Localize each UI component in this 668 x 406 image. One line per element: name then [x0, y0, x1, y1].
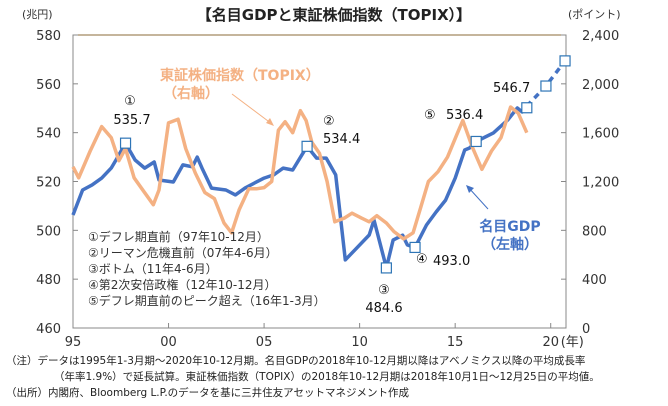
gdp-series-label: 名目GDP: [479, 218, 540, 235]
x-axis-tick-label: 05: [256, 335, 273, 350]
left-axis-tick-label: 460: [36, 322, 61, 337]
x-axis-tick-label: 10: [351, 335, 368, 350]
topix-series-axis-label: （右軸）: [163, 85, 219, 102]
gdp-pointer-arrowhead: [466, 185, 474, 193]
right-axis-tick-label: 0: [582, 322, 590, 337]
footnotes: （注）データは1995年1-3月期～2020年10-12月期。名目GDPの201…: [6, 353, 600, 401]
gdp-line: [71, 104, 529, 270]
annotation-value-2: 534.4: [323, 132, 360, 147]
annotation-marker-3: ③: [378, 283, 390, 298]
chart: 【名目GDPと東証株価指数（TOPIX）】 (兆円) (ポイント) 460 480…: [22, 6, 621, 350]
left-axis-unit: (兆円): [22, 8, 53, 21]
gdp-label-pointer: [467, 186, 489, 210]
annotation-value-projection: 546.7: [493, 81, 530, 96]
legend-note-item: ③ボトム（11年4-6月）: [88, 262, 218, 276]
right-axis-tick-label: 2,000: [582, 78, 619, 93]
left-axis-tick-label: 560: [36, 78, 61, 93]
data-marker: [119, 137, 132, 149]
annotation-marker-4: ④: [416, 252, 428, 267]
data-marker: [559, 55, 571, 67]
annotation-marker-5: ⑤: [424, 108, 436, 123]
right-axis-tick-label: 400: [582, 273, 607, 288]
right-axis-tick-label: 2,400: [582, 29, 619, 44]
annotation-value-4: 493.0: [433, 254, 470, 269]
x-axis-tick-label: 15: [447, 335, 464, 350]
right-axis-tick-label: 800: [582, 224, 607, 239]
left-axis-tick-label: 520: [36, 176, 61, 191]
right-axis-tick-label: 1,600: [582, 127, 619, 142]
data-marker: [301, 140, 313, 152]
x-axis-tick-label: 95: [65, 335, 82, 350]
note-line-2: （年率1.9%）で延長試算。東証株価指数（TOPIX）の2018年10-12月期…: [54, 371, 600, 383]
topix-label-pointer: [231, 93, 273, 125]
note-line-1: （注）データは1995年1-3月期～2020年10-12月期。名目GDPの201…: [6, 355, 586, 367]
topix-series-label: 東証株価指数（TOPIX）: [160, 67, 320, 84]
topix-line: [71, 105, 529, 241]
x-axis-unit: (年): [561, 335, 584, 350]
x-axis-tick-label: 20: [542, 335, 559, 350]
legend-note-item: ②リーマン危機直前（07年4-6月）: [88, 245, 278, 260]
source-line: （出所）内閣府、Bloomberg L.P.のデータを基に三井住友アセットマネジ…: [6, 387, 409, 399]
data-marker: [521, 102, 533, 114]
annotation-marker-1: ①: [124, 94, 136, 109]
right-axis-tick-label: 1,200: [582, 176, 619, 191]
x-axis-tick-label: 00: [160, 335, 177, 350]
data-marker: [470, 135, 482, 148]
right-axis-unit: (ポイント): [568, 8, 621, 21]
chart-title: 【名目GDPと東証株価指数（TOPIX）】: [197, 6, 471, 24]
data-marker: [409, 241, 421, 254]
left-axis-tick-label: 580: [36, 29, 61, 44]
annotation-value-1: 535.7: [113, 113, 150, 128]
plot-area: 460 480 500 520 540 560 580 0 400 800 1,200 1,600 2,…: [36, 29, 619, 350]
left-axis-tick-label: 540: [36, 127, 61, 142]
annotation-value-5: 536.4: [446, 108, 483, 123]
legend-note-item: ④第2次安倍政権（12年10-12月）: [88, 277, 277, 292]
data-marker: [540, 80, 552, 92]
topix-pointer-arrowhead: [266, 118, 274, 126]
data-marker: [380, 262, 392, 274]
legend-note-item: ⑤デフレ期直前のピーク超え（16年1-3月）: [88, 293, 326, 308]
annotation-value-3: 484.6: [365, 301, 402, 316]
annotation-marker-2: ②: [323, 114, 335, 129]
gdp-series-axis-label: （左軸）: [482, 236, 538, 253]
legend-note-item: ①デフレ期直前（97年10-12月）: [88, 229, 269, 244]
left-axis-tick-label: 480: [36, 273, 61, 288]
left-axis-tick-label: 500: [36, 224, 61, 239]
